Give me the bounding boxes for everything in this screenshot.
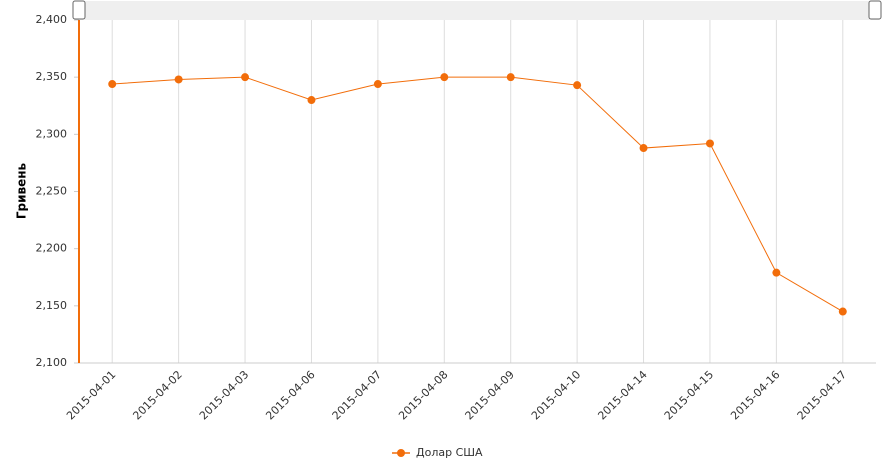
x-tick-label: 2015-04-09 [463, 368, 517, 422]
scroll-handle-right[interactable] [868, 0, 882, 20]
point [639, 144, 648, 153]
y-tick-label: 2,400 [36, 13, 68, 26]
y-tick-label: 2,150 [36, 299, 68, 312]
x-tick-label: 2015-04-17 [795, 368, 849, 422]
x-tick-label: 2015-04-14 [595, 368, 649, 422]
x-tick-label: 2015-04-06 [263, 368, 317, 422]
x-tick-label: 2015-04-10 [529, 368, 583, 422]
y-tick-label: 2,350 [36, 70, 68, 83]
point [108, 80, 117, 89]
x-tick-label: 2015-04-01 [64, 368, 118, 422]
point [440, 73, 449, 82]
x-tick-label: 2015-04-03 [197, 368, 251, 422]
point [241, 73, 250, 82]
series-line [112, 76, 844, 312]
scrollbar[interactable] [79, 1, 880, 20]
x-tick-label: 2015-04-16 [728, 368, 782, 422]
y-tick-label: 2,200 [36, 242, 68, 255]
point [307, 96, 316, 105]
x-tick-label: 2015-04-07 [330, 368, 384, 422]
legend-label: Долар США [416, 446, 483, 459]
point [373, 80, 382, 89]
point [573, 81, 582, 90]
point [838, 307, 847, 316]
point [174, 75, 183, 84]
point [506, 73, 515, 82]
y-axis-title: Гривень [15, 162, 29, 219]
scroll-handle-left[interactable] [72, 0, 86, 20]
y-tick-label: 2,300 [36, 127, 68, 140]
y-tick-label: 2,250 [36, 185, 68, 198]
y-tick-label: 2,100 [36, 356, 68, 369]
x-tick-label: 2015-04-08 [396, 368, 450, 422]
x-tick-label: 2015-04-02 [130, 368, 184, 422]
legend-marker [397, 449, 405, 457]
x-tick-label: 2015-04-15 [662, 368, 716, 422]
point [705, 139, 714, 148]
point [772, 268, 781, 277]
